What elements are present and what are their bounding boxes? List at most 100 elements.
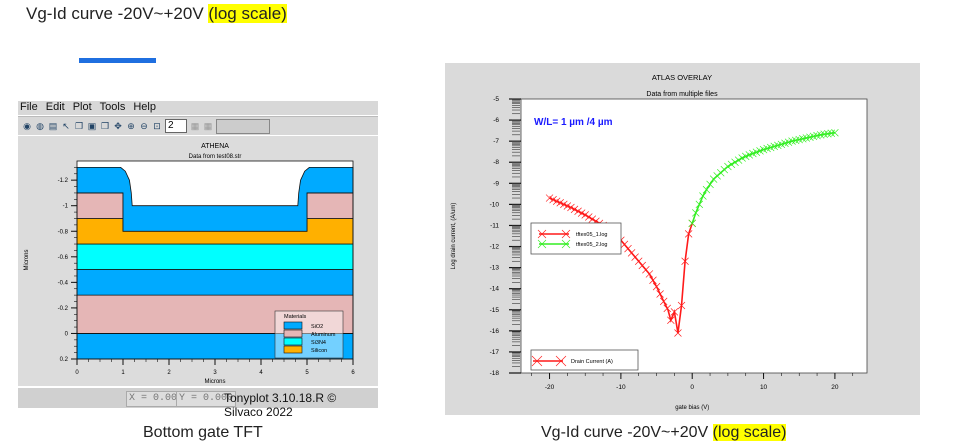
reload-icon[interactable]: ◍ (36, 121, 44, 131)
series-marker-1 (670, 308, 679, 316)
y-tick-label: -17 (490, 349, 500, 356)
series-marker-2 (702, 185, 711, 194)
legend-entry: Silicon (311, 348, 327, 354)
series-marker-1 (667, 316, 675, 325)
series-marker-1 (663, 304, 671, 313)
window-icon[interactable]: ❒ (100, 121, 110, 131)
y-tick-label: -13 (490, 265, 500, 272)
series-marker-1 (674, 329, 682, 337)
y-tick-label: -16 (490, 328, 500, 335)
series-marker-1 (567, 203, 575, 212)
y-tick-label: -9 (493, 180, 499, 187)
x-tick-label: 4 (259, 370, 263, 376)
athena-chart: ATHENA Data from test08.str -1.2 -1 -0.8 -0.6… (24, 143, 355, 385)
slide-title: Vg-Id curve -20V~+20V (log scale) (26, 4, 287, 24)
pan-icon[interactable]: ✥ (114, 121, 122, 131)
legend-marker (561, 239, 571, 249)
copy-icon[interactable]: ❐ (74, 121, 84, 131)
menu-edit[interactable]: Edit (45, 101, 65, 113)
caption-highlight: (log scale) (712, 424, 787, 441)
atlas-plot-panel: ATLAS OVERLAY Data from multiple files -5 -… (445, 63, 920, 415)
caption-text: Vg-Id curve -20V~+20V (541, 424, 713, 441)
region-sio2 (76, 269, 354, 296)
save-icon[interactable]: ▤ (48, 121, 58, 131)
paste-icon[interactable]: ▣ (87, 121, 97, 131)
series-marker-1 (681, 257, 689, 266)
zoom-in-icon[interactable]: ⊕ (127, 121, 135, 131)
menu-help[interactable]: Help (133, 101, 156, 113)
region-aluminum (306, 192, 354, 219)
series-marker-1 (585, 213, 593, 221)
series-marker-1 (677, 301, 686, 310)
x-tick-label: 20 (831, 384, 839, 391)
legend-swatch (283, 329, 303, 338)
y-tick-label: -0.6 (58, 255, 69, 261)
grid2-icon[interactable]: ▦ (203, 121, 213, 131)
y-tick-label: -0.8 (58, 229, 69, 235)
series-marker-2 (827, 129, 836, 137)
legend2-box (530, 349, 639, 371)
y-tick-label: -8 (493, 159, 499, 166)
series-marker-2 (706, 180, 714, 189)
legend-marker (537, 239, 547, 249)
legend-marker (561, 229, 571, 239)
series-marker-2 (824, 130, 832, 138)
series-marker-1 (649, 276, 657, 285)
x-tick-label: 2 (167, 370, 171, 376)
menu-tools[interactable]: Tools (99, 101, 126, 113)
select-icon[interactable]: ↖ (62, 121, 70, 131)
series-marker-1 (588, 215, 597, 223)
y-tick-label: 0 (65, 331, 69, 337)
zoom-box-icon[interactable]: ⊡ (153, 121, 161, 131)
legend-swatch (283, 321, 303, 330)
legend-swatch (283, 345, 303, 354)
y-tick-label: -10 (490, 201, 500, 208)
series-marker-1 (656, 290, 664, 298)
series-marker-2 (724, 162, 732, 171)
series-marker-2 (695, 200, 704, 209)
series-marker-1 (620, 240, 629, 249)
menu-file[interactable]: File (20, 101, 38, 113)
y-tick-label: -14 (490, 286, 500, 293)
plot-select-dropdown[interactable] (216, 118, 270, 134)
athena-plot-panel: ATHENA Data from test08.str -1.2 -1 -0.8 -0.6… (18, 136, 378, 386)
y-axis-label: Log drain current, (A/um) (451, 203, 457, 270)
menu-bar: File Edit Plot Tools Help (18, 101, 378, 115)
version-label: Tonyplot 3.10.18.R © Silvaco 2022 (224, 391, 337, 419)
series-marker-1 (638, 261, 647, 270)
plot-number-stepper[interactable]: 2 (165, 119, 187, 133)
x-tick-label: 0 (75, 370, 79, 376)
accent-bar (79, 58, 156, 63)
legend2-marker (555, 355, 567, 367)
x-tick-label: 6 (351, 370, 355, 376)
series-marker-1 (574, 207, 582, 215)
legend-entry: Aluminum (311, 332, 336, 338)
load-icon[interactable]: ◉ (23, 121, 31, 131)
y-tick-label: -1.2 (58, 178, 69, 184)
y-readout: Y = 0.000 (176, 391, 237, 407)
menu-plot[interactable]: Plot (72, 101, 92, 113)
series-marker-2 (692, 209, 700, 217)
region-si3n4 (76, 243, 354, 270)
series-marker-1 (570, 205, 579, 214)
title-text: Vg-Id curve -20V~+20V (26, 4, 209, 23)
series-marker-1 (659, 297, 668, 306)
series-marker-1 (577, 209, 586, 217)
legend-entry: tftex05_1.log (576, 232, 608, 238)
y-tick-label: -7 (493, 138, 499, 145)
y-tick-label: -15 (490, 307, 500, 314)
zoom-out-icon[interactable]: ⊖ (140, 121, 148, 131)
x-axis-label: gate bias (V) (675, 405, 709, 411)
series-marker-2 (816, 131, 825, 139)
series-marker-1 (624, 244, 632, 253)
series-marker-2 (734, 156, 743, 164)
series-marker-2 (688, 219, 696, 228)
y-tick-label: -0.2 (58, 306, 69, 312)
x-axis-label: Microns (204, 379, 225, 385)
grid-icon[interactable]: ▦ (190, 121, 200, 131)
series-marker-1 (652, 282, 661, 291)
y-tick-label: -12 (490, 244, 500, 251)
legend-entry: tftex05_2.log (576, 242, 608, 248)
region-sio2 (76, 166, 354, 232)
series-marker-1 (645, 270, 654, 278)
